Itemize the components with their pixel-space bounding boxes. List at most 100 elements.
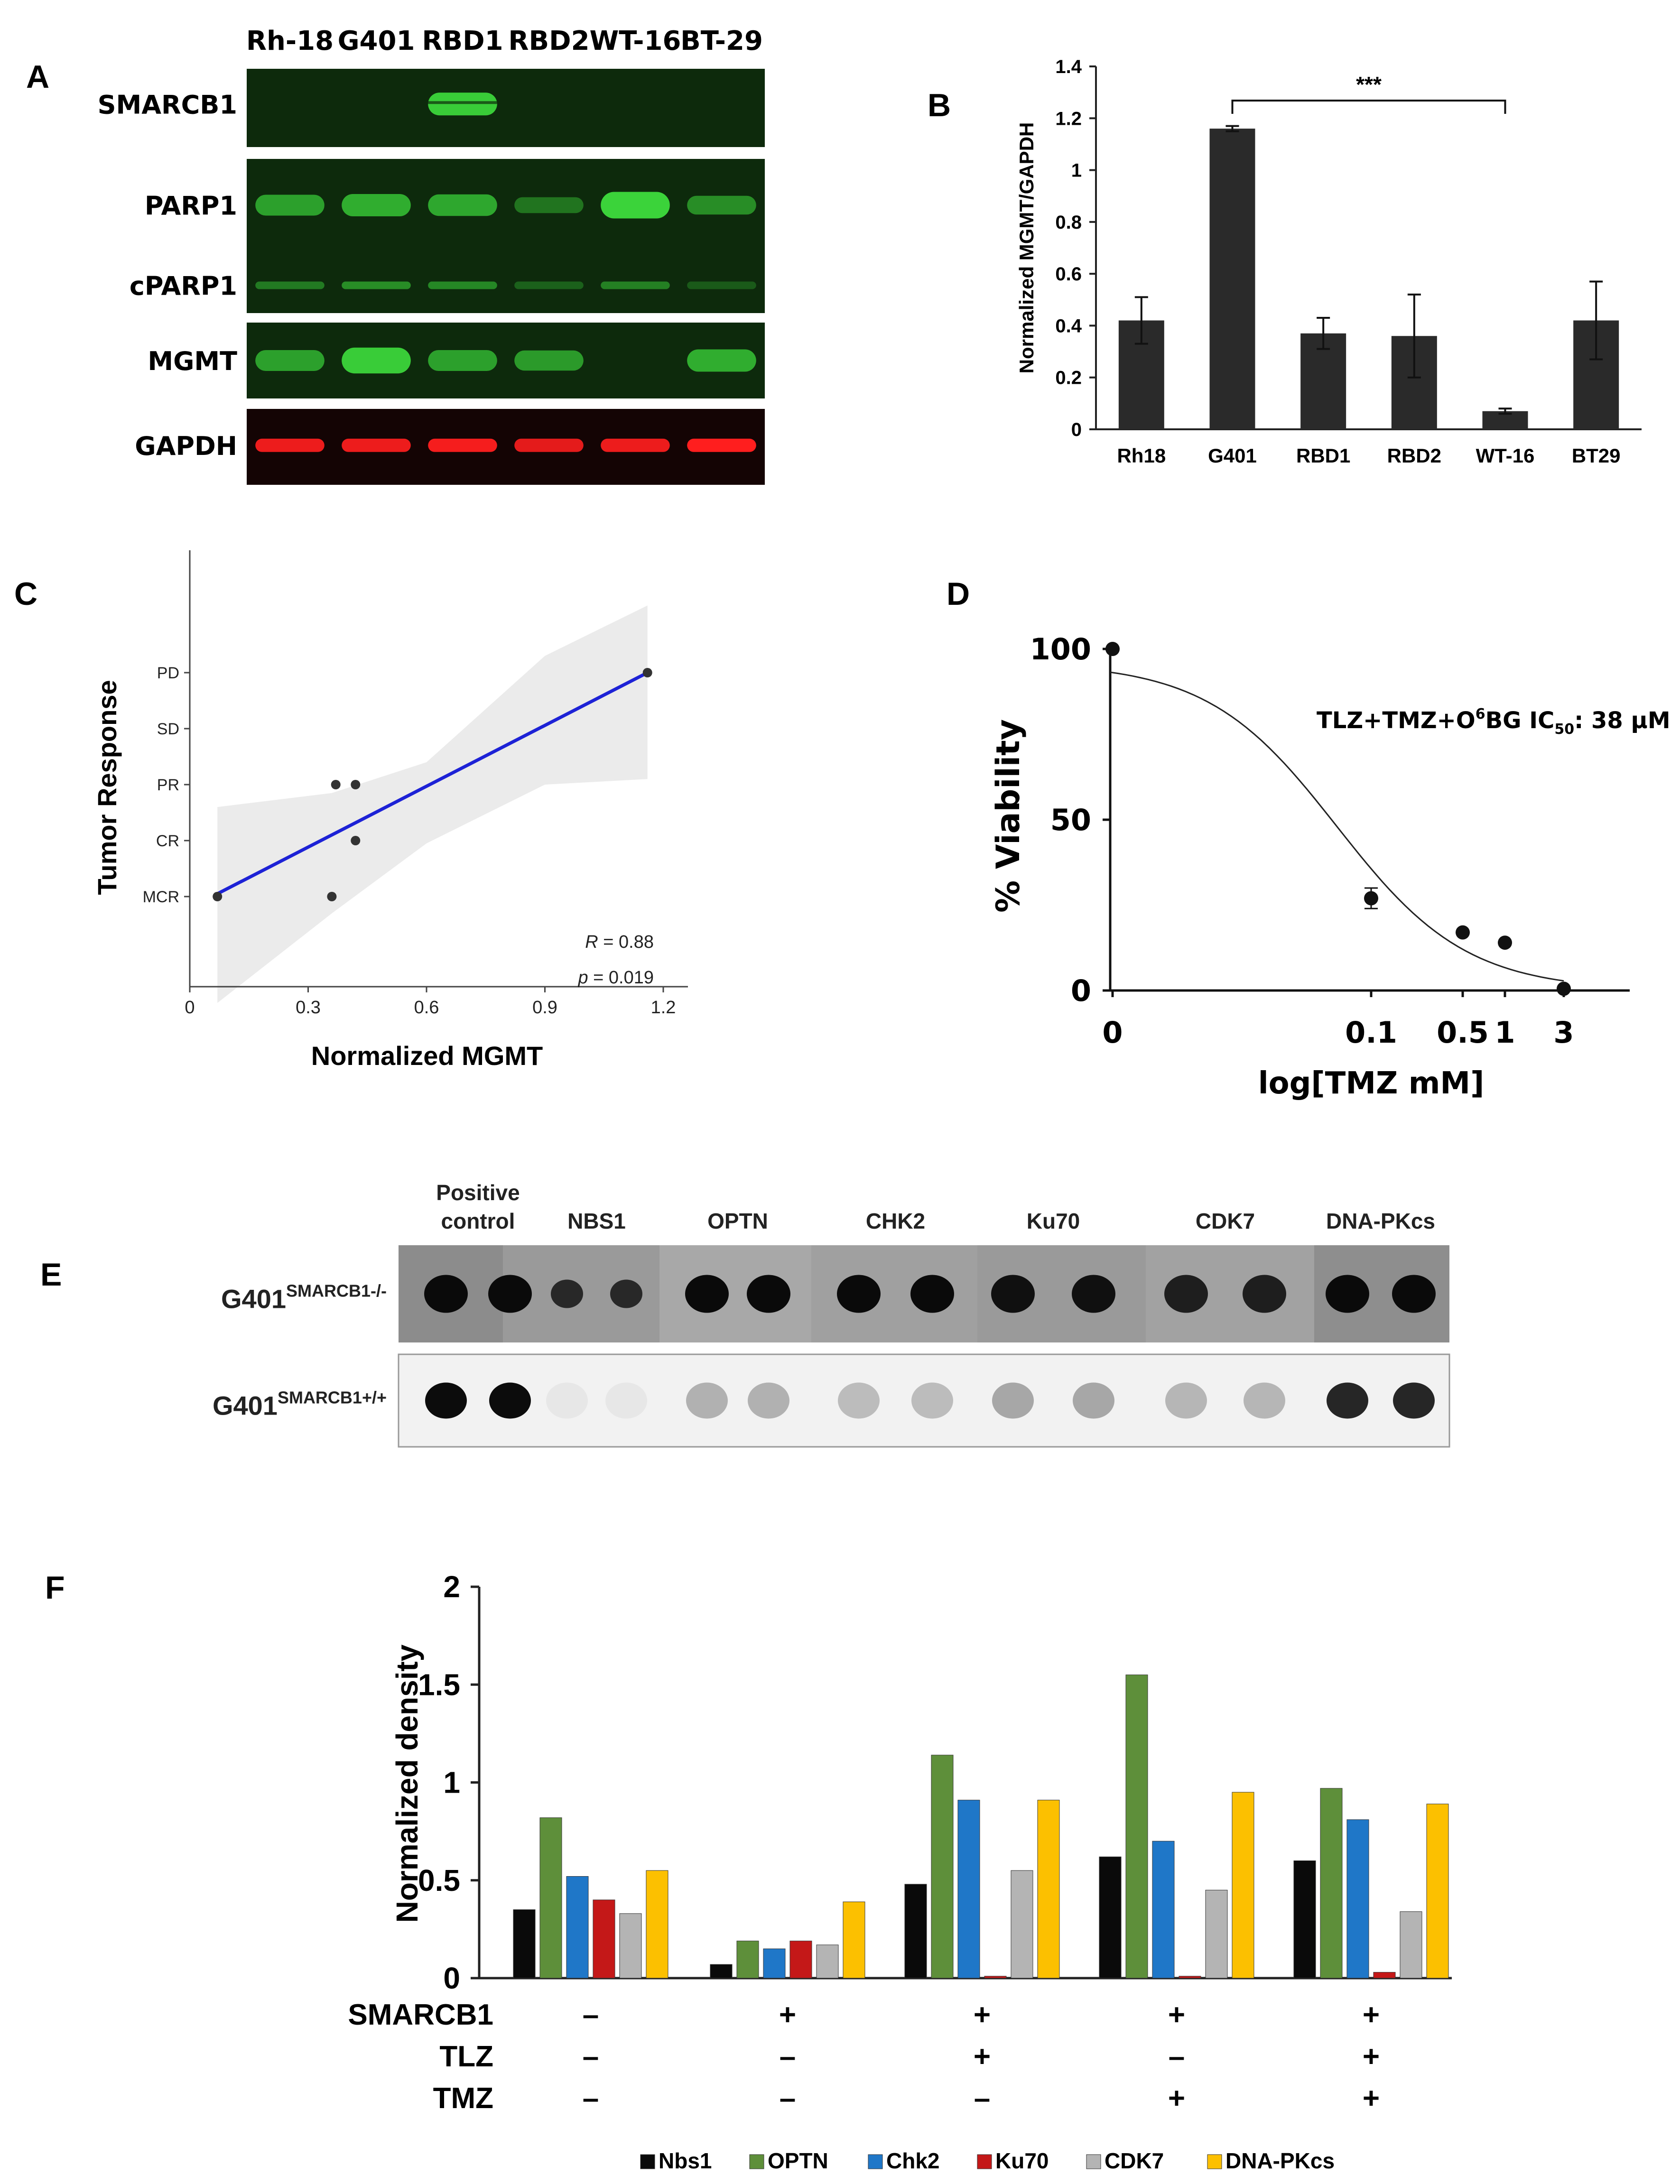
data-point bbox=[1557, 981, 1571, 996]
bar bbox=[1179, 1976, 1201, 1979]
blot-band bbox=[687, 349, 756, 372]
blot-band bbox=[342, 281, 411, 289]
lane-label: G401 bbox=[338, 26, 415, 56]
dot bbox=[838, 1382, 880, 1419]
dot bbox=[488, 1275, 532, 1313]
y-tick-label: PR bbox=[157, 776, 179, 794]
significance-marker: *** bbox=[1356, 72, 1382, 97]
dot bbox=[685, 1275, 729, 1313]
dose-response-curve: 0 50 100 0 0.1 0.5 1 3 log[TMZ mM] % Viability TLZ… bbox=[990, 632, 1671, 1101]
ic50-part: : 38 μM bbox=[1574, 707, 1671, 734]
blot-band bbox=[255, 194, 325, 216]
y-tick-label: 0.4 bbox=[1055, 315, 1082, 336]
x-tick-label: 0 bbox=[185, 998, 195, 1018]
dot bbox=[747, 1275, 790, 1313]
x-tick-label: 0.3 bbox=[296, 998, 321, 1018]
ic50-part: BG IC bbox=[1485, 707, 1555, 734]
y-tick-label: PD bbox=[157, 664, 179, 682]
blot-band bbox=[687, 195, 756, 215]
grouped-bar-chart-density: 0 0.5 1 1.5 2 Normalized density SMARCB1 – + + + + T… bbox=[348, 1570, 1452, 2173]
blot-row-label: PARP1 bbox=[145, 191, 237, 221]
bar bbox=[593, 1899, 615, 1979]
bar bbox=[619, 1913, 642, 1979]
row-label-sup: SMARCB1-/- bbox=[286, 1281, 387, 1301]
legend-label: CDK7 bbox=[1105, 2148, 1164, 2173]
dot bbox=[605, 1382, 647, 1419]
blot-band bbox=[514, 197, 584, 213]
data-point bbox=[642, 668, 652, 677]
row-label-wildtype: G401SMARCB1+/+ bbox=[213, 1388, 387, 1421]
panel-label-f: F bbox=[45, 1570, 65, 1606]
condition-value: – bbox=[583, 2040, 599, 2073]
dot bbox=[748, 1382, 789, 1419]
y-axis-title: % Viability bbox=[990, 719, 1027, 913]
condition-value: + bbox=[1363, 2082, 1380, 2115]
y-tick-label: 0.6 bbox=[1055, 264, 1082, 285]
blot-strip bbox=[247, 69, 765, 147]
data-point bbox=[1364, 891, 1378, 906]
blot-band bbox=[255, 281, 325, 289]
y-tick-label: 100 bbox=[1030, 632, 1091, 666]
ic50-sub: 50 bbox=[1554, 721, 1574, 738]
legend-swatch bbox=[977, 2154, 992, 2169]
dot bbox=[1392, 1275, 1436, 1313]
dot bbox=[1244, 1382, 1285, 1419]
regression-line bbox=[216, 671, 649, 896]
y-tick-label: MCR bbox=[143, 888, 179, 906]
dot bbox=[425, 1382, 467, 1419]
column-label: control bbox=[441, 1209, 515, 1233]
x-tick-label: 0 bbox=[1102, 1015, 1123, 1050]
dot bbox=[546, 1382, 588, 1419]
blot-band bbox=[342, 347, 411, 374]
bar bbox=[1099, 1856, 1122, 1979]
bar bbox=[904, 1884, 927, 1979]
condition-value: + bbox=[1168, 2082, 1185, 2115]
dot bbox=[551, 1279, 583, 1308]
dot bbox=[610, 1279, 642, 1308]
panel-label-c: C bbox=[14, 576, 37, 612]
y-tick-label: 1.4 bbox=[1055, 56, 1082, 77]
p-annotation: p = 0.019 bbox=[577, 968, 654, 988]
y-tick-label: 0 bbox=[1071, 419, 1082, 440]
column-label: OPTN bbox=[707, 1209, 768, 1233]
ic50-sup: 6 bbox=[1476, 706, 1485, 722]
legend-swatch bbox=[1086, 2154, 1101, 2169]
x-tick-label: RBD2 bbox=[1387, 444, 1441, 467]
condition-label: SMARCB1 bbox=[348, 1999, 493, 2031]
condition-value: – bbox=[974, 2082, 990, 2115]
blot-band bbox=[514, 350, 584, 371]
dot bbox=[1243, 1275, 1286, 1313]
dot bbox=[424, 1275, 468, 1313]
blot-band bbox=[601, 281, 670, 289]
y-tick-label: 1.5 bbox=[418, 1667, 460, 1702]
bar bbox=[710, 1964, 733, 1979]
legend-label: Ku70 bbox=[995, 2148, 1049, 2173]
y-tick-label: SD bbox=[157, 720, 179, 738]
y-tick-label: 1 bbox=[443, 1766, 460, 1800]
bar bbox=[513, 1909, 536, 1979]
condition-value: + bbox=[1363, 2040, 1380, 2073]
dot bbox=[910, 1275, 954, 1313]
data-point bbox=[351, 836, 361, 845]
dot bbox=[1393, 1382, 1435, 1419]
blot-band-gap bbox=[428, 101, 497, 104]
blot-band bbox=[428, 438, 497, 452]
bar bbox=[957, 1800, 980, 1979]
blot-band bbox=[514, 438, 584, 452]
blot-band bbox=[255, 350, 325, 371]
panel-label-e: E bbox=[40, 1257, 62, 1293]
condition-label: TMZ bbox=[433, 2082, 493, 2115]
column-label: NBS1 bbox=[567, 1209, 626, 1233]
data-point bbox=[1105, 642, 1120, 656]
blot-band bbox=[255, 438, 325, 452]
bar bbox=[763, 1948, 786, 1979]
data-point bbox=[351, 780, 361, 789]
bar-chart-mgmt-gapdh: 0 0.2 0.4 0.6 0.8 1 1.2 1.4 Rh18 G401 RBD1 RBD2 WT-1… bbox=[1015, 56, 1642, 467]
dot bbox=[837, 1275, 881, 1313]
blot-row-label: MGMT bbox=[148, 346, 237, 376]
blot-strip bbox=[247, 159, 765, 313]
blot-band bbox=[601, 192, 670, 219]
dot bbox=[992, 1382, 1034, 1419]
condition-value: – bbox=[1169, 2040, 1185, 2073]
bar bbox=[1320, 1788, 1343, 1979]
